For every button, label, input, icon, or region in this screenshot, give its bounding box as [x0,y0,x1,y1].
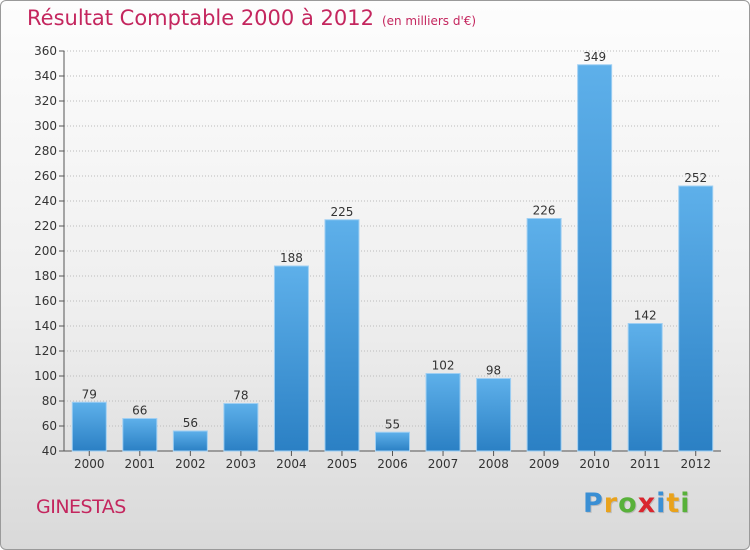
y-tick-label: 200 [34,244,57,258]
bar [678,185,714,452]
data-label: 142 [634,309,657,323]
logo-letter: r [603,488,619,519]
x-tick-label: 2003 [226,457,257,471]
x-tick-label: 2011 [630,457,661,471]
chart-title: Résultat Comptable 2000 à 2012 (en millie… [27,6,476,30]
x-tick-label: 2010 [579,457,610,471]
bar [375,431,410,452]
bar [526,218,562,452]
data-label: 56 [183,416,198,430]
bar [273,265,309,452]
bar [223,403,259,452]
bar [476,378,512,452]
logo-letter: i [680,488,691,519]
bar [122,418,158,452]
x-tick-label: 2009 [529,457,560,471]
y-tick-label: 180 [34,269,57,283]
data-label: 252 [684,171,707,185]
x-tick-label: 2001 [125,457,156,471]
y-tick-label: 360 [34,44,57,58]
x-tick-label: 2005 [327,457,358,471]
y-tick-label: 40 [42,444,57,458]
y-tick-label: 140 [34,319,57,333]
data-label: 225 [331,205,354,219]
data-label: 55 [385,417,400,431]
x-tick-label: 2006 [377,457,408,471]
data-label: 79 [82,387,97,401]
bar [577,64,613,452]
logo-letter: o [618,488,638,519]
logo-letter: i [656,488,667,519]
x-tick-label: 2012 [680,457,711,471]
y-tick-label: 340 [34,69,57,83]
data-label: 78 [233,389,248,403]
logo-letter: x [637,488,657,519]
y-tick-label: 260 [34,169,57,183]
title-text: Résultat Comptable 2000 à 2012 [27,6,374,30]
data-label: 188 [280,251,303,265]
x-tick-label: 2007 [428,457,459,471]
y-tick-label: 100 [34,369,57,383]
bar [172,430,208,452]
city-name: GINESTAS [36,496,126,518]
y-tick-label: 220 [34,219,57,233]
y-tick-label: 80 [42,394,57,408]
y-tick-label: 120 [34,344,57,358]
proxiti-logo: Proxiti [583,488,691,519]
bar [324,219,360,452]
bar [71,401,107,452]
bar [627,323,663,452]
data-label: 349 [583,50,606,64]
y-tick-label: 280 [34,144,57,158]
x-tick-label: 2002 [175,457,206,471]
logo-letter: t [666,488,681,519]
bar [425,373,461,452]
x-tick-label: 2000 [74,457,105,471]
data-label: 102 [432,359,455,373]
y-tick-label: 300 [34,119,57,133]
chart-subtitle: (en milliers d'€) [381,14,477,28]
y-tick-label: 60 [42,419,57,433]
logo-letter: P [583,488,604,519]
y-tick-label: 320 [34,94,57,108]
x-tick-label: 2008 [478,457,509,471]
y-tick-label: 240 [34,194,57,208]
x-tick-label: 2004 [276,457,307,471]
data-label: 98 [486,364,501,378]
data-label: 66 [132,404,147,418]
y-tick-label: 160 [34,294,57,308]
data-label: 226 [533,204,556,218]
